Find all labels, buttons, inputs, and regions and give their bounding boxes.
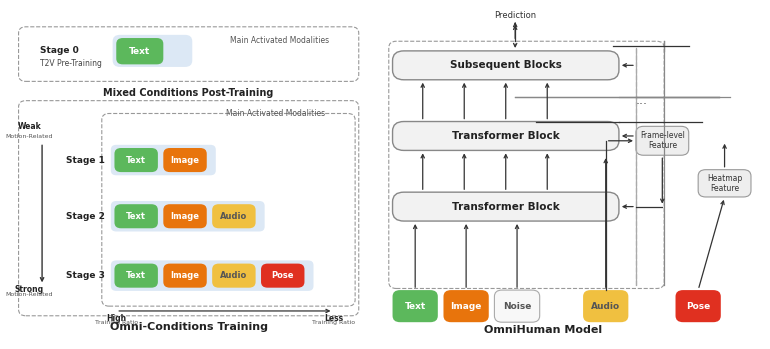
Text: Text: Text: [404, 302, 426, 311]
Text: Image: Image: [170, 156, 199, 164]
Text: Text: Text: [129, 47, 150, 56]
FancyBboxPatch shape: [116, 38, 163, 64]
Text: Pose: Pose: [272, 271, 294, 280]
Text: Training Ratio: Training Ratio: [95, 320, 138, 325]
Text: Noise: Noise: [503, 302, 531, 311]
Text: Stage 3: Stage 3: [66, 271, 105, 280]
Text: Stage 0: Stage 0: [40, 46, 79, 55]
FancyBboxPatch shape: [261, 263, 304, 288]
FancyBboxPatch shape: [112, 35, 192, 67]
Text: Motion-Related: Motion-Related: [5, 134, 53, 139]
FancyBboxPatch shape: [494, 290, 540, 322]
Text: ...: ...: [635, 94, 648, 107]
FancyBboxPatch shape: [393, 121, 619, 150]
Text: Training Ratio: Training Ratio: [312, 320, 355, 325]
FancyBboxPatch shape: [675, 290, 721, 322]
Text: Frame-level
Feature: Frame-level Feature: [640, 131, 685, 150]
FancyBboxPatch shape: [393, 192, 619, 221]
Text: Text: Text: [126, 156, 146, 164]
FancyBboxPatch shape: [115, 204, 158, 228]
Text: Transformer Block: Transformer Block: [452, 202, 560, 211]
FancyBboxPatch shape: [111, 201, 265, 231]
FancyBboxPatch shape: [698, 170, 751, 197]
FancyBboxPatch shape: [393, 290, 438, 322]
Text: Audio: Audio: [220, 212, 247, 221]
Text: Omni-Conditions Training: Omni-Conditions Training: [109, 322, 268, 332]
Text: Text: Text: [126, 271, 146, 280]
Text: OmniHuman Model: OmniHuman Model: [484, 325, 603, 335]
Text: Less: Less: [324, 314, 343, 323]
Text: Stage 1: Stage 1: [66, 156, 105, 164]
Text: Heatmap
Feature: Heatmap Feature: [707, 174, 742, 193]
Text: Audio: Audio: [220, 271, 247, 280]
FancyBboxPatch shape: [111, 260, 313, 291]
Text: Motion-Related: Motion-Related: [5, 292, 53, 297]
FancyBboxPatch shape: [115, 263, 158, 288]
FancyBboxPatch shape: [636, 126, 688, 155]
Text: Main Activated Modalities: Main Activated Modalities: [229, 36, 329, 45]
FancyBboxPatch shape: [444, 290, 489, 322]
Text: Pose: Pose: [686, 302, 710, 311]
FancyBboxPatch shape: [393, 51, 619, 80]
FancyBboxPatch shape: [115, 148, 158, 172]
FancyBboxPatch shape: [213, 204, 256, 228]
FancyBboxPatch shape: [111, 145, 216, 175]
FancyBboxPatch shape: [583, 290, 628, 322]
Text: Prediction: Prediction: [494, 12, 536, 20]
Text: T2V Pre-Training: T2V Pre-Training: [40, 59, 102, 68]
Text: Weak: Weak: [18, 122, 42, 131]
Text: Audio: Audio: [591, 302, 621, 311]
Text: Mixed Conditions Post-Training: Mixed Conditions Post-Training: [103, 88, 274, 98]
FancyBboxPatch shape: [163, 204, 206, 228]
Text: Image: Image: [170, 271, 199, 280]
Text: High: High: [106, 314, 126, 323]
Text: Subsequent Blocks: Subsequent Blocks: [450, 60, 561, 70]
Text: Image: Image: [450, 302, 482, 311]
Text: Image: Image: [170, 212, 199, 221]
Text: Text: Text: [126, 212, 146, 221]
FancyBboxPatch shape: [213, 263, 256, 288]
FancyBboxPatch shape: [163, 263, 206, 288]
FancyBboxPatch shape: [163, 148, 206, 172]
Text: Transformer Block: Transformer Block: [452, 131, 560, 141]
Text: Strong: Strong: [15, 285, 44, 294]
Text: Stage 2: Stage 2: [66, 212, 105, 221]
Text: Main Activated Modalities: Main Activated Modalities: [226, 109, 325, 118]
